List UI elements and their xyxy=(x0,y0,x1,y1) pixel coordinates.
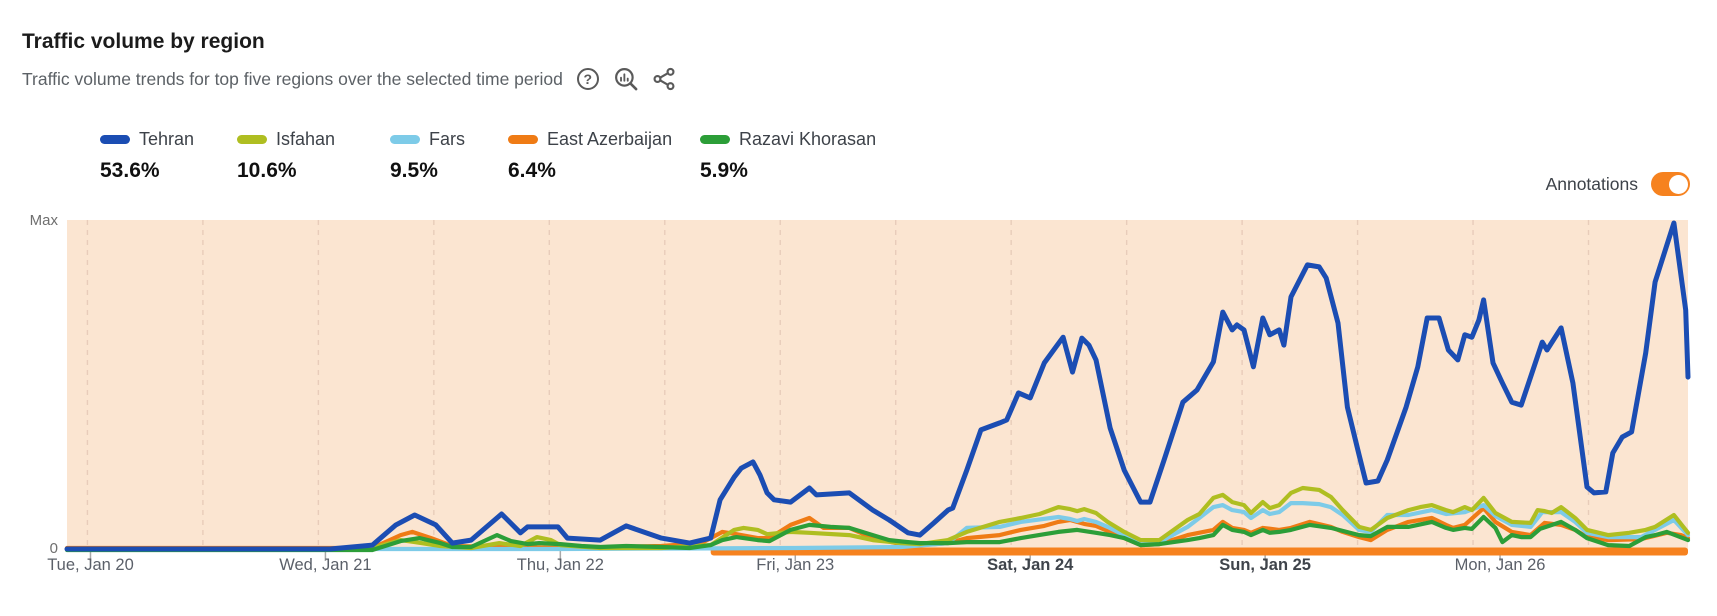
x-axis-label-tue-jan-20: Tue, Jan 20 xyxy=(47,556,134,574)
series-line-tehran[interactable] xyxy=(64,220,1691,552)
help-icon[interactable]: ? xyxy=(575,66,601,92)
x-axis-label-mon-jan-26: Mon, Jan 26 xyxy=(1454,556,1546,574)
series-line-fars[interactable] xyxy=(64,501,1691,552)
explore-icon[interactable] xyxy=(613,66,639,92)
y-axis-label-zero: 0 xyxy=(49,540,58,557)
subtitle-row: Traffic volume trends for top five regio… xyxy=(22,66,677,92)
legend-label: Fars xyxy=(429,128,465,149)
x-axis-label-thu-jan-22: Thu, Jan 22 xyxy=(516,556,604,574)
legend-swatch xyxy=(390,134,420,144)
legend-swatch xyxy=(100,134,130,144)
help-icon-glyph: ? xyxy=(576,68,599,90)
plot-background xyxy=(67,220,1688,550)
y-axis-label-max: Max xyxy=(29,212,58,229)
legend-value: 5.9% xyxy=(700,159,748,182)
legend-item-razavi-khorasan[interactable]: Razavi Khorasan 5.9% xyxy=(700,126,876,183)
annotations-toggle[interactable] xyxy=(1651,172,1690,196)
chart-plot-area[interactable] xyxy=(64,220,1691,562)
legend-label: Razavi Khorasan xyxy=(739,128,877,149)
annotations-label: Annotations xyxy=(1545,173,1638,194)
legend-label: Tehran xyxy=(139,128,195,149)
page-subtitle: Traffic volume trends for top five regio… xyxy=(22,68,563,89)
series-line-razavi-khorasan[interactable] xyxy=(64,514,1691,553)
x-axis-label-sat-jan-24: Sat, Jan 24 xyxy=(987,556,1074,574)
legend-value: 6.4% xyxy=(508,159,556,182)
legend-label: Isfahan xyxy=(276,128,336,149)
legend-swatch xyxy=(237,134,267,144)
page-title: Traffic volume by region xyxy=(22,30,265,53)
x-axis-label-sun-jan-25: Sun, Jan 25 xyxy=(1219,556,1311,574)
legend-value: 53.6% xyxy=(100,159,160,182)
legend-value: 9.5% xyxy=(390,159,438,182)
legend-item-isfahan[interactable]: Isfahan 10.6% xyxy=(237,126,335,183)
share-icon[interactable] xyxy=(651,66,677,92)
legend-item-fars[interactable]: Fars 9.5% xyxy=(390,126,465,183)
legend-item-tehran[interactable]: Tehran 53.6% xyxy=(100,126,194,183)
legend-label: East Azerbaijan xyxy=(547,128,673,149)
legend-value: 10.6% xyxy=(237,159,297,182)
annotations-toggle-knob xyxy=(1668,174,1688,194)
x-axis-label-wed-jan-21: Wed, Jan 21 xyxy=(279,556,372,574)
legend-swatch xyxy=(508,134,538,144)
annotation-band[interactable] xyxy=(710,547,1688,556)
x-axis-label-fri-jan-23: Fri, Jan 23 xyxy=(756,556,835,574)
legend-swatch xyxy=(700,134,730,144)
legend-item-east-azerbaijan[interactable]: East Azerbaijan 6.4% xyxy=(508,126,672,183)
annotations-control: Annotations xyxy=(1546,172,1690,196)
